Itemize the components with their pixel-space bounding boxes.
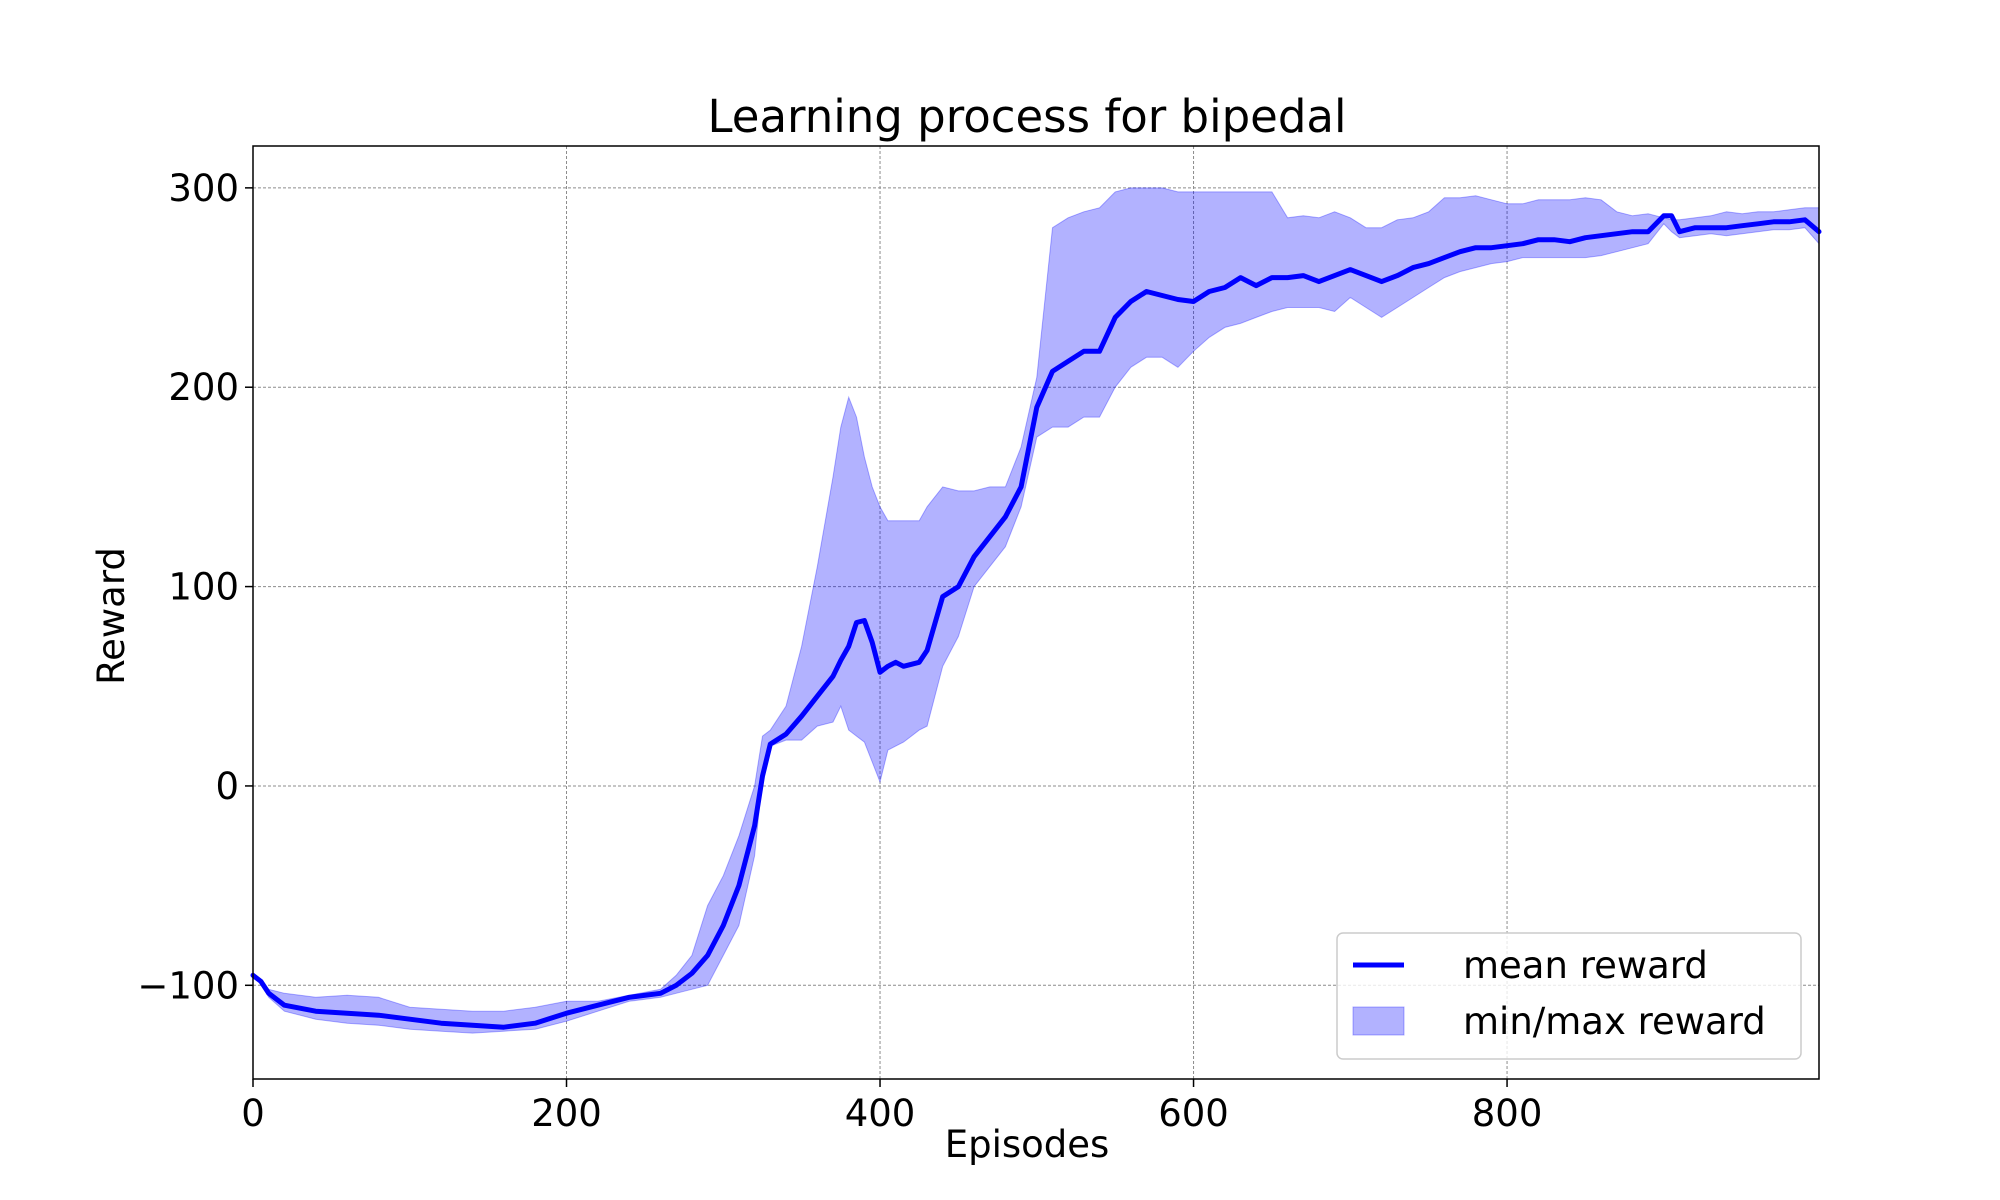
y-axis-title: Reward — [90, 547, 133, 685]
legend-label-min-max-reward: min/max reward — [1463, 1000, 1766, 1043]
y-tick-label: 200 — [168, 366, 239, 409]
x-tick-label: 600 — [1158, 1092, 1229, 1135]
x-tick-label: 400 — [845, 1092, 916, 1135]
plot-area-frame — [252, 145, 1820, 1080]
chart-title: Learning process for bipedal — [707, 90, 1346, 143]
x-axis-title: Episodes — [945, 1123, 1110, 1166]
mean-reward-line — [250, 213, 1822, 1030]
x-tick-label: 200 — [531, 1092, 602, 1135]
legend-label-mean-reward: mean reward — [1463, 944, 1708, 987]
legend-box — [1336, 932, 1802, 1060]
grid-layer — [252, 146, 1819, 1079]
y-tick-label: 0 — [215, 765, 239, 808]
tick-layer: 0 200 400 600 800 −100 0 100 200 300 — [137, 167, 1542, 1135]
legend-swatch-min-max-reward — [1352, 1006, 1405, 1036]
y-tick-label: 100 — [168, 566, 239, 609]
legend: mean reward min/max reward — [1336, 932, 1802, 1060]
x-tick-label: 0 — [241, 1092, 265, 1135]
line-layer — [250, 213, 1822, 1030]
y-tick-label: 300 — [168, 167, 239, 210]
y-tick-label: −100 — [137, 964, 239, 1007]
x-tick-label: 800 — [1472, 1092, 1543, 1135]
